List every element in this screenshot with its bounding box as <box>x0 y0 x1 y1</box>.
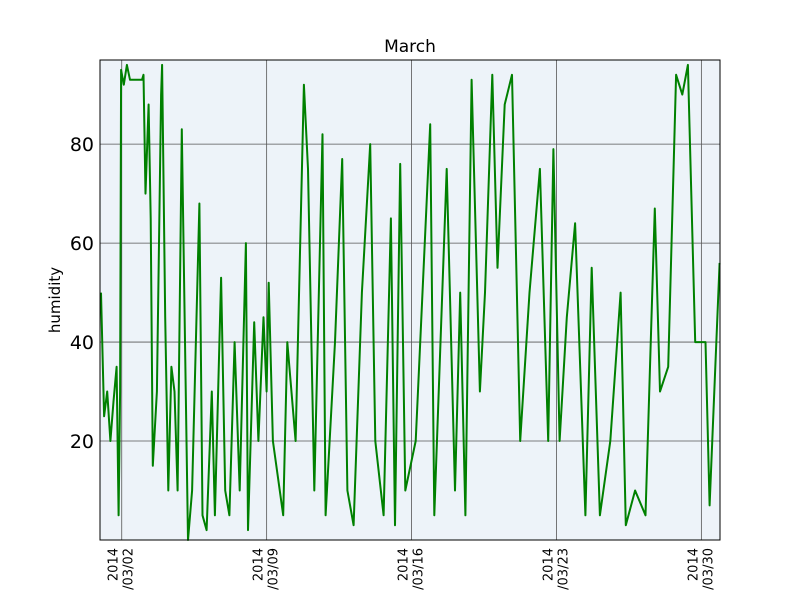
y-tick-label: 80 <box>70 134 94 156</box>
x-tick-label: 2014/03/23 <box>541 548 571 590</box>
x-tick-label: 2014/03/16 <box>397 548 427 590</box>
y-tick-label: 60 <box>70 233 94 255</box>
x-tick-label: 2014/03/02 <box>107 548 137 590</box>
chart-title: March <box>384 37 436 57</box>
x-tick-label: 2014/03/30 <box>686 548 716 590</box>
humidity-line <box>100 63 721 541</box>
y-tick-label: 20 <box>70 431 94 453</box>
y-tick-label: 40 <box>70 332 94 354</box>
x-tick-label: 2014/03/09 <box>252 548 282 590</box>
plot-frame <box>99 59 721 541</box>
y-axis-label: humidity <box>46 267 64 333</box>
plot-background <box>100 60 720 540</box>
